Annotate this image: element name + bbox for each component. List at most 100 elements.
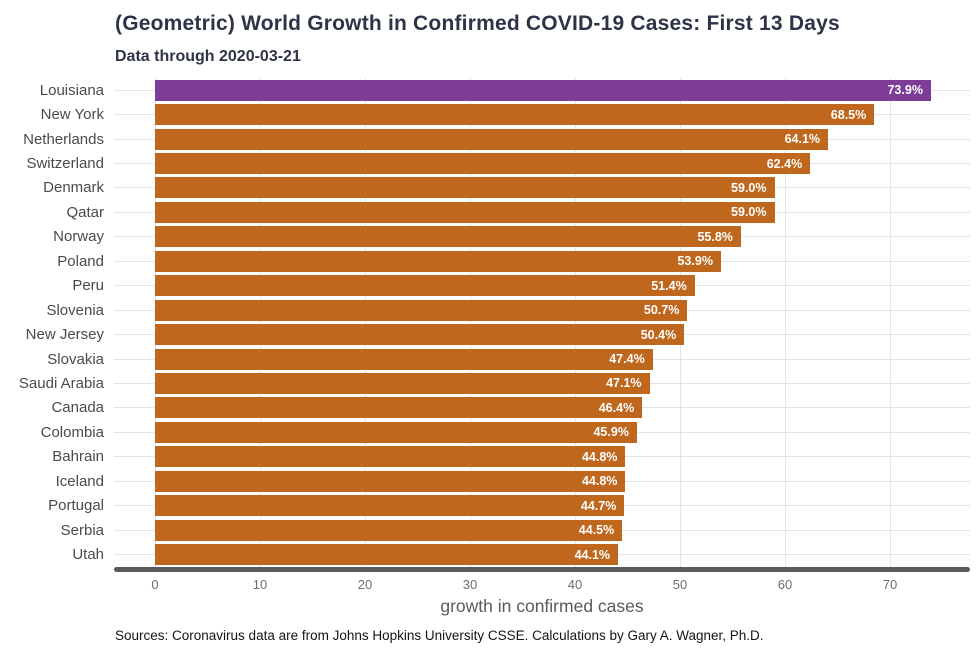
y-axis-label: Qatar xyxy=(66,203,104,221)
gridline-vertical xyxy=(155,78,156,567)
bar-slovakia: 47.4% xyxy=(155,348,653,370)
x-tick-label: 0 xyxy=(151,577,159,592)
bar-row: 50.7% xyxy=(114,298,970,322)
gridline-vertical xyxy=(785,78,786,567)
bar-value-label: 73.9% xyxy=(887,83,923,98)
y-axis-label: New Jersey xyxy=(25,326,104,344)
bar-row: 45.9% xyxy=(114,420,970,444)
y-axis-label: Serbia xyxy=(60,521,104,539)
x-tick-label: 60 xyxy=(777,577,793,592)
bar-row: 44.8% xyxy=(114,469,970,493)
bar-denmark: 59.0% xyxy=(155,177,775,199)
bar-value-label: 50.4% xyxy=(640,327,677,342)
gridline-vertical xyxy=(890,78,891,567)
source-caption: Sources: Coronavirus data are from Johns… xyxy=(115,628,764,643)
bar-new-york: 68.5% xyxy=(155,104,875,126)
bar-saudi-arabia: 47.1% xyxy=(155,372,650,394)
y-axis-label: Slovenia xyxy=(46,301,104,319)
bar-portugal: 44.7% xyxy=(155,495,625,517)
bar-serbia: 44.5% xyxy=(155,519,623,541)
bar-value-label: 46.4% xyxy=(598,400,635,415)
bar-louisiana: 73.9% xyxy=(155,79,931,101)
bar-value-label: 44.8% xyxy=(581,474,618,489)
y-axis-labels: Louisiana New York Netherlands Switzerland D… xyxy=(0,78,104,567)
bar-value-label: 44.5% xyxy=(578,523,615,538)
bar-row: 53.9% xyxy=(114,249,970,273)
x-tick-label: 70 xyxy=(882,577,898,592)
bar-row: 47.4% xyxy=(114,347,970,371)
x-axis-line xyxy=(114,567,970,572)
bar-switzerland: 62.4% xyxy=(155,153,811,174)
bar-iceland: 44.8% xyxy=(155,470,626,492)
bar-poland: 53.9% xyxy=(155,250,721,272)
gridline-vertical xyxy=(575,78,576,567)
bar-netherlands: 64.1% xyxy=(155,128,829,150)
y-axis-label: Switzerland xyxy=(26,155,104,173)
bar-value-label: 44.8% xyxy=(581,449,618,464)
y-axis-label: Slovakia xyxy=(47,350,104,368)
bar-value-label: 55.8% xyxy=(697,229,733,244)
bar-canada: 46.4% xyxy=(155,397,643,419)
bar-value-label: 62.4% xyxy=(766,156,803,171)
bar-row: 62.4% xyxy=(114,151,970,175)
bar-row: 44.7% xyxy=(114,493,970,517)
bar-value-label: 44.7% xyxy=(580,498,617,513)
y-axis-label: New York xyxy=(40,106,104,124)
y-axis-label: Peru xyxy=(72,277,104,295)
x-tick-label: 10 xyxy=(252,577,268,592)
bar-value-label: 47.1% xyxy=(606,376,642,391)
bar-row: 51.4% xyxy=(114,274,970,298)
chart-subtitle: Data through 2020-03-21 xyxy=(115,48,301,65)
bar-value-label: 51.4% xyxy=(651,278,687,293)
bar-row: 46.4% xyxy=(114,396,970,420)
gridline-vertical xyxy=(365,78,366,567)
gridline-vertical xyxy=(470,78,471,567)
bar-row: 68.5% xyxy=(114,102,970,126)
bar-peru: 51.4% xyxy=(155,275,695,297)
y-axis-label: Colombia xyxy=(40,423,104,441)
chart-title: (Geometric) World Growth in Confirmed CO… xyxy=(115,12,840,35)
bar-norway: 55.8% xyxy=(155,226,741,248)
bar-row: 44.1% xyxy=(114,542,970,566)
bar-value-label: 59.0% xyxy=(731,180,767,195)
bar-slovenia: 50.7% xyxy=(155,299,688,321)
bar-row: 44.5% xyxy=(114,518,970,542)
x-axis-tick-labels: 0 10 20 30 40 50 60 70 xyxy=(0,577,980,593)
bar-value-label: 45.9% xyxy=(593,425,629,440)
bar-value-label: 68.5% xyxy=(830,107,867,122)
bar-row: 59.0% xyxy=(114,200,970,224)
y-axis-label: Norway xyxy=(53,228,104,246)
x-axis-title: growth in confirmed cases xyxy=(440,596,644,616)
y-axis-label: Utah xyxy=(72,546,104,564)
gridline-vertical xyxy=(260,78,261,567)
bar-row: 50.4% xyxy=(114,322,970,346)
bar-value-label: 59.0% xyxy=(731,205,767,220)
bar-value-label: 47.4% xyxy=(609,352,645,366)
bar-value-label: 50.7% xyxy=(643,303,680,318)
y-axis-label: Netherlands xyxy=(23,130,104,148)
bar-value-label: 53.9% xyxy=(677,254,713,269)
gridline-vertical xyxy=(680,78,681,567)
y-axis-label: Bahrain xyxy=(52,448,104,466)
bar-value-label: 44.1% xyxy=(574,547,611,562)
x-tick-label: 40 xyxy=(567,577,583,592)
y-axis-label: Canada xyxy=(51,399,104,417)
bar-row: 44.8% xyxy=(114,445,970,469)
bar-row: 47.1% xyxy=(114,371,970,395)
y-axis-label: Poland xyxy=(57,252,104,270)
bar-qatar: 59.0% xyxy=(155,201,775,223)
bar-value-label: 64.1% xyxy=(784,132,821,147)
bar-bahrain: 44.8% xyxy=(155,446,626,468)
bar-colombia: 45.9% xyxy=(155,421,637,443)
y-axis-label: Portugal xyxy=(48,497,104,515)
y-axis-label: Saudi Arabia xyxy=(18,374,104,392)
y-axis-label: Iceland xyxy=(55,472,104,490)
bar-row: 73.9% xyxy=(114,78,970,102)
x-tick-label: 50 xyxy=(672,577,688,592)
bar-row: 59.0% xyxy=(114,176,970,200)
x-tick-label: 30 xyxy=(462,577,478,592)
plot-panel: 73.9% 68.5% 64.1% 62.4% 59.0% 59.0% 55.8% 53.9%… xyxy=(114,78,970,567)
bar-new-jersey: 50.4% xyxy=(155,324,685,346)
y-axis-label: Louisiana xyxy=(39,81,104,99)
